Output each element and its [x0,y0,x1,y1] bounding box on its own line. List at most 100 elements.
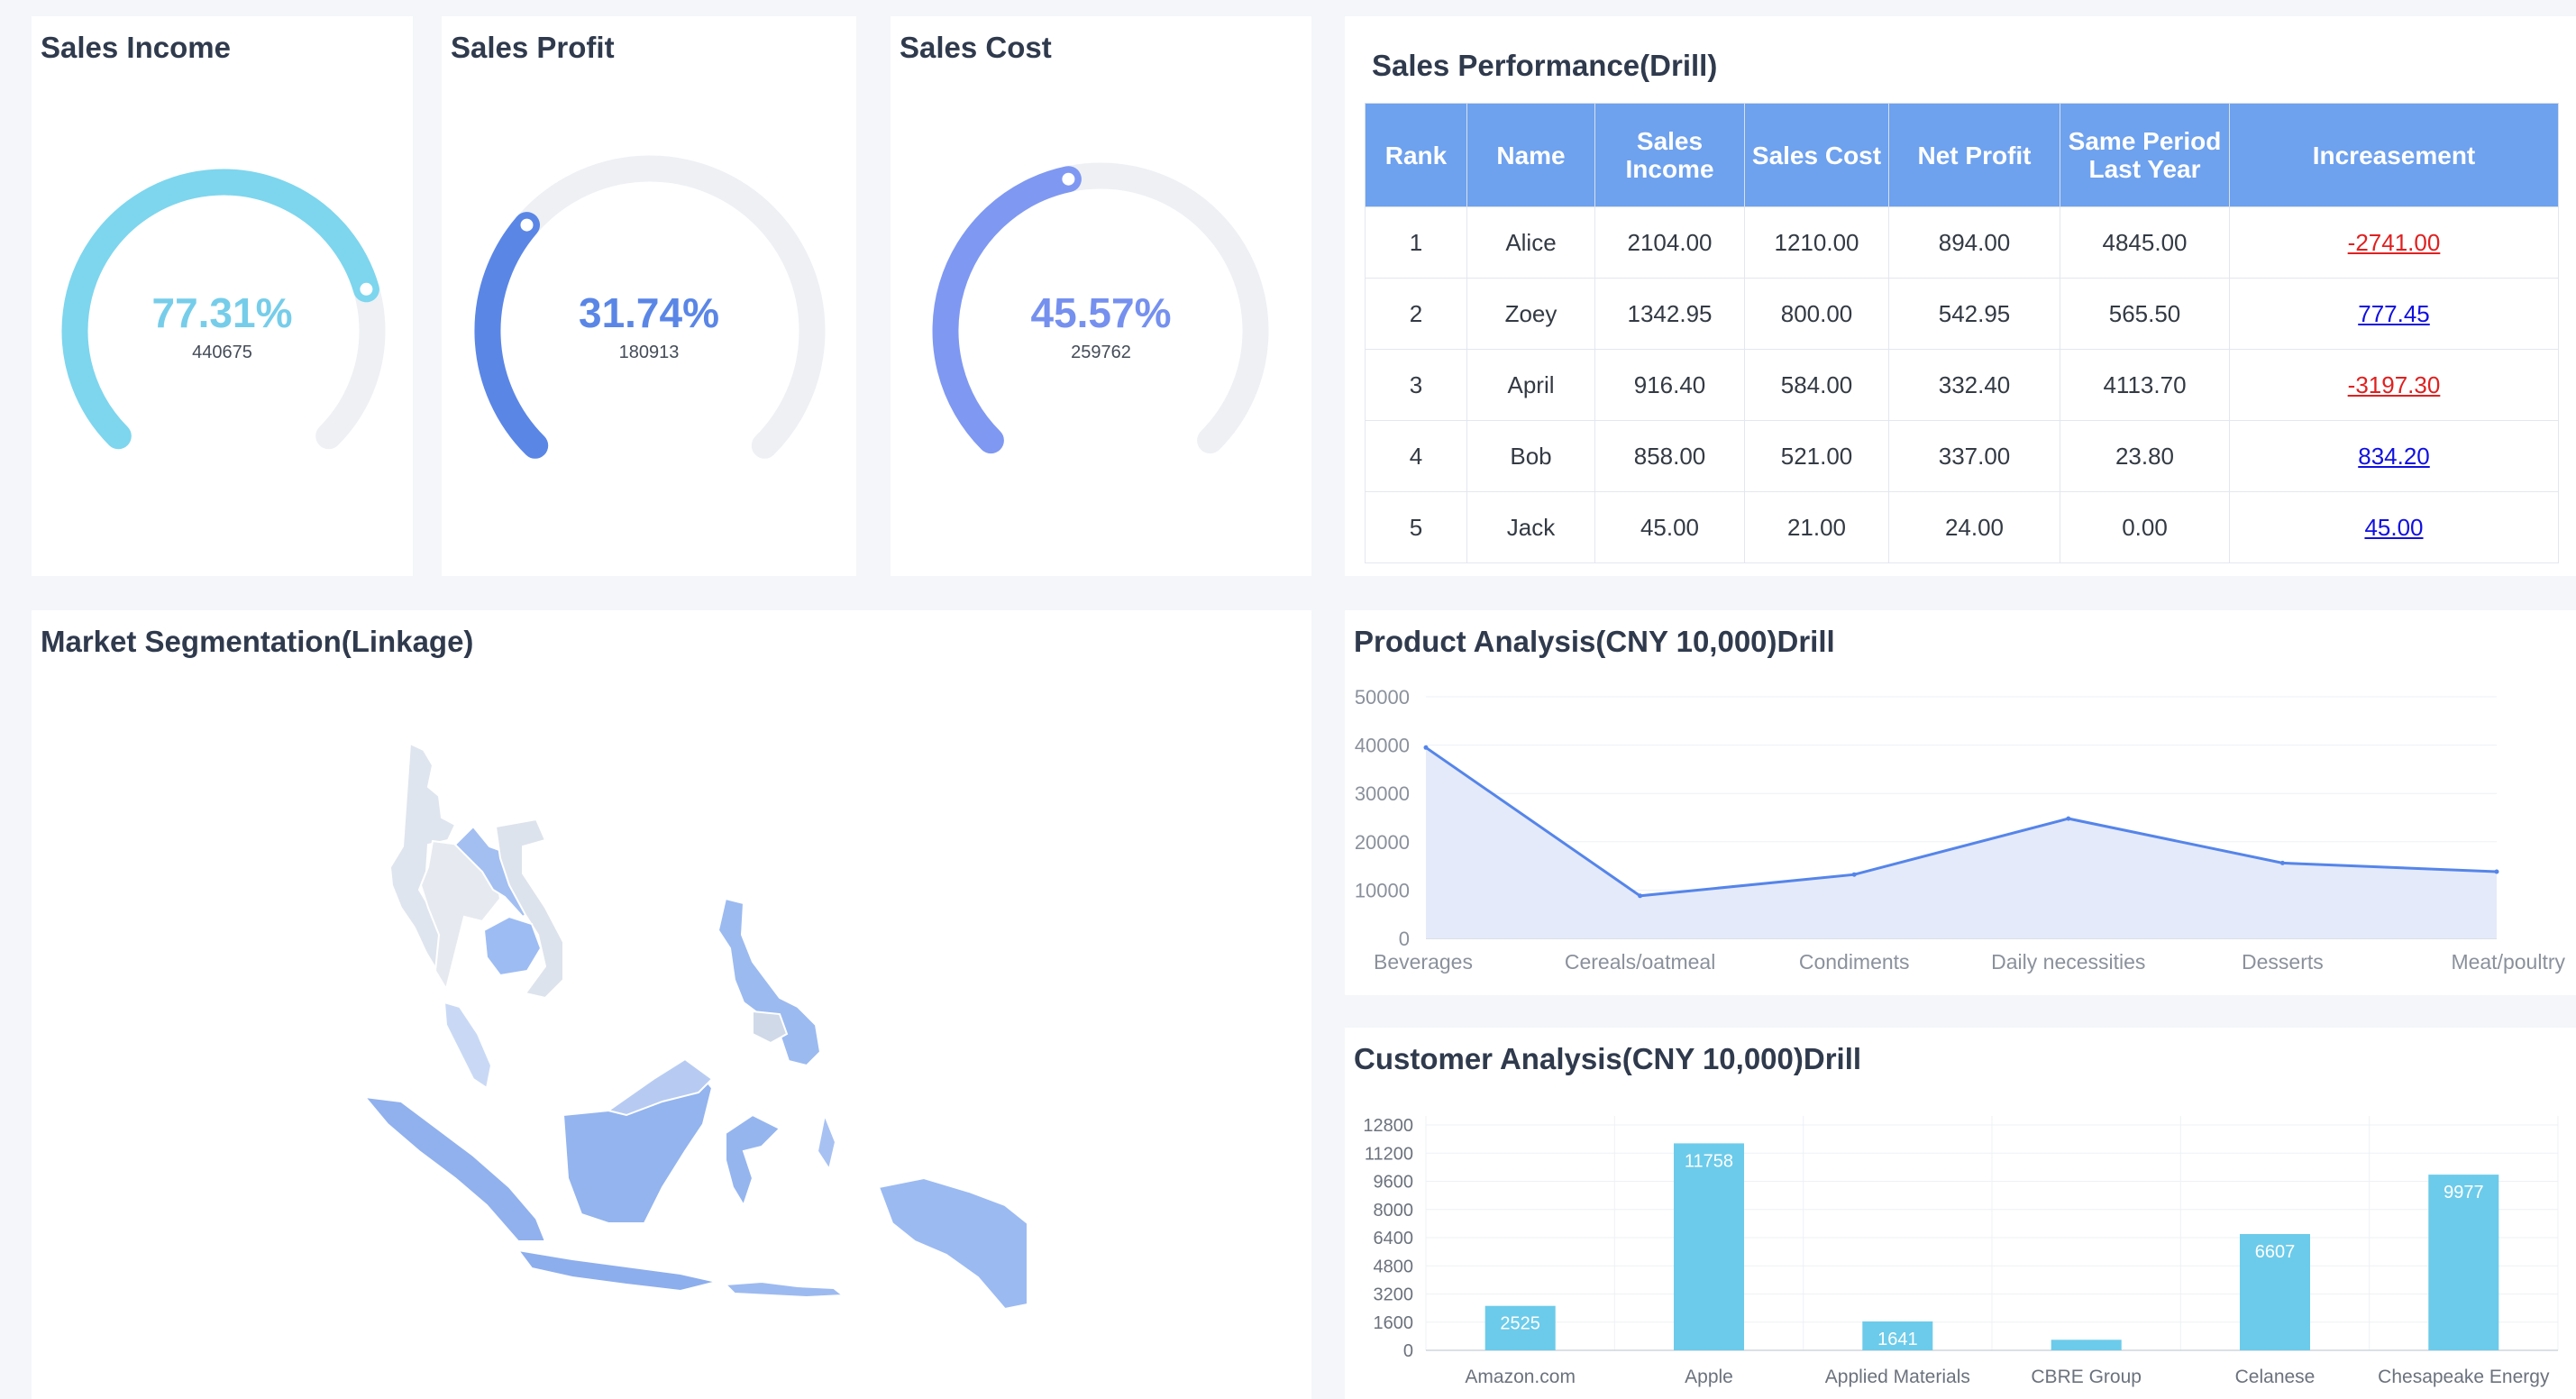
cell-sales-income: 858.00 [1594,420,1745,492]
y-tick-label: 1600 [1374,1313,1414,1333]
y-tick-label: 40000 [1355,735,1410,757]
map-region-myanmar[interactable] [388,742,457,974]
col-header-sales-income[interactable]: Sales Income [1594,103,1745,207]
data-point[interactable] [2279,860,2285,865]
map-region-papua[interactable] [877,1176,1028,1311]
y-tick-label: 11200 [1365,1144,1413,1164]
bar[interactable] [1484,1305,1556,1350]
y-tick-label: 6400 [1374,1229,1414,1248]
customer-bar-chart[interactable]: 0 1600 3200 4800 6400 8000 9600 11200 12800 2525 A… [1345,1028,2576,1399]
sales-performance-card: Sales Performance(Drill) Rank Name Sales… [1345,16,2576,576]
y-tick-label: 30000 [1355,782,1410,805]
col-header-name[interactable]: Name [1466,103,1595,207]
sales-cost-value: 259762 [1071,343,1131,362]
x-tick-label: Celanese [2235,1367,2316,1387]
product-analysis-title: Product Analysis(CNY 10,000)Drill [1354,625,1835,658]
customer-analysis-title: Customer Analysis(CNY 10,000)Drill [1354,1042,1862,1075]
map-region-mindanao[interactable] [752,1010,789,1045]
map-region-lesser-sunda[interactable] [723,1280,845,1299]
bar-value-label: 11758 [1685,1151,1733,1171]
col-header-net-profit[interactable]: Net Profit [1888,103,2060,207]
map-region-sumatra[interactable] [362,1095,547,1242]
col-header-sales-cost[interactable]: Sales Cost [1744,103,1889,207]
cell-same-period: 0.00 [2060,491,2230,563]
bar[interactable] [1862,1321,1933,1350]
market-segmentation-title: Market Segmentation(Linkage) [41,625,474,658]
cell-sales-cost: 584.00 [1744,349,1889,421]
cell-same-period: 4113.70 [2060,349,2230,421]
sales-performance-title: Sales Performance(Drill) [1372,49,1718,82]
map-region-sulawesi[interactable] [725,1113,781,1208]
map-region-malaysia[interactable] [443,1001,493,1090]
cell-net-profit: 894.00 [1888,206,2060,279]
gauge-handle [1058,169,1079,189]
x-tick-label: Desserts [2242,950,2324,974]
cell-increasement-link[interactable]: -3197.30 [2229,349,2559,421]
southeast-asia-map[interactable] [32,610,1311,1399]
bar[interactable] [2051,1340,2122,1350]
y-tick-label: 50000 [1355,686,1410,709]
x-tick-label: Beverages [1374,950,1473,974]
cell-same-period: 23.80 [2060,420,2230,492]
cell-sales-income: 2104.00 [1594,206,1745,279]
gauge-value-arc [474,212,549,459]
cell-increasement-link[interactable]: -2741.00 [2229,206,2559,279]
y-tick-label: 3200 [1374,1285,1414,1305]
map-region-vietnam[interactable] [494,818,564,1000]
cell-rank: 1 [1365,206,1467,279]
bar[interactable] [1674,1143,1744,1350]
data-point[interactable] [1423,745,1429,750]
y-tick-label: 4800 [1374,1257,1414,1276]
cell-net-profit: 542.95 [1888,278,2060,350]
map-region-sabah[interactable] [606,1057,714,1117]
map-region-maluku[interactable] [816,1111,837,1172]
sales-cost-card: Sales Cost 45.57% 259762 [891,16,1311,576]
product-area-chart[interactable]: 0 10000 20000 30000 40000 50000 Beverages Cerea… [1345,610,2576,995]
sales-cost-gauge [932,162,1269,454]
sales-profit-percent: 31.74% [578,289,719,336]
sales-income-card: Sales Income 77.31% 440675 [32,16,413,576]
data-point[interactable] [2066,816,2071,821]
customer-analysis-card: Customer Analysis(CNY 10,000)Drill 0 1600… [1345,1028,2576,1399]
cell-increasement-link[interactable]: 45.00 [2229,491,2559,563]
series-line [1425,746,2498,898]
sales-cost-title: Sales Cost [900,31,1052,64]
bar-value-label: 2525 [1500,1314,1540,1334]
cell-rank: 4 [1365,420,1467,492]
bar[interactable] [2240,1234,2310,1350]
data-point[interactable] [1638,893,1643,899]
col-header-increasement[interactable]: Increasement [2229,103,2559,207]
map-region-java[interactable] [516,1248,717,1293]
cell-rank: 2 [1365,278,1467,350]
cell-increasement-link[interactable]: 777.45 [2229,278,2559,350]
x-tick-label: Daily necessities [1991,950,2145,974]
table-row: 4 Bob 858.00 521.00 337.00 23.80 834.20 [1365,420,2559,492]
data-point[interactable] [1851,872,1857,877]
bar-value-label: 6607 [2255,1242,2296,1262]
table-row: 1 Alice 2104.00 1210.00 894.00 4845.00 -… [1365,206,2559,279]
x-tick-label: Applied Materials [1825,1367,1970,1387]
cell-same-period: 4845.00 [2060,206,2230,279]
x-tick-label: Chesapeake Energy [2378,1367,2550,1387]
table-header-row: Rank Name Sales Income Sales Cost Net Pr… [1365,103,2559,207]
cell-sales-cost: 521.00 [1744,420,1889,492]
col-header-rank[interactable]: Rank [1365,103,1467,207]
market-segmentation-card: Market Segmentation(Linkage) [32,610,1311,1399]
cell-same-period: 565.50 [2060,278,2230,350]
cell-name: Zoey [1466,278,1595,350]
map-region-cambodia[interactable] [482,915,543,977]
bar[interactable] [2428,1175,2499,1350]
map-region-philippines[interactable] [717,897,822,1067]
bar-value-label: 9977 [2444,1183,2484,1202]
y-tick-label: 12800 [1363,1116,1413,1136]
gauge-handle [356,279,377,299]
cell-rank: 3 [1365,349,1467,421]
data-point[interactable] [2494,869,2499,874]
cell-increasement-link[interactable]: 834.20 [2229,420,2559,492]
table-row: 3 April 916.40 584.00 332.40 4113.70 -31… [1365,349,2559,421]
cell-name: Bob [1466,420,1595,492]
table-row: 5 Jack 45.00 21.00 24.00 0.00 45.00 [1365,491,2559,563]
sales-profit-value: 180913 [618,343,680,362]
col-header-same-period[interactable]: Same Period Last Year [2060,103,2230,207]
sales-profit-gauge [474,155,826,459]
